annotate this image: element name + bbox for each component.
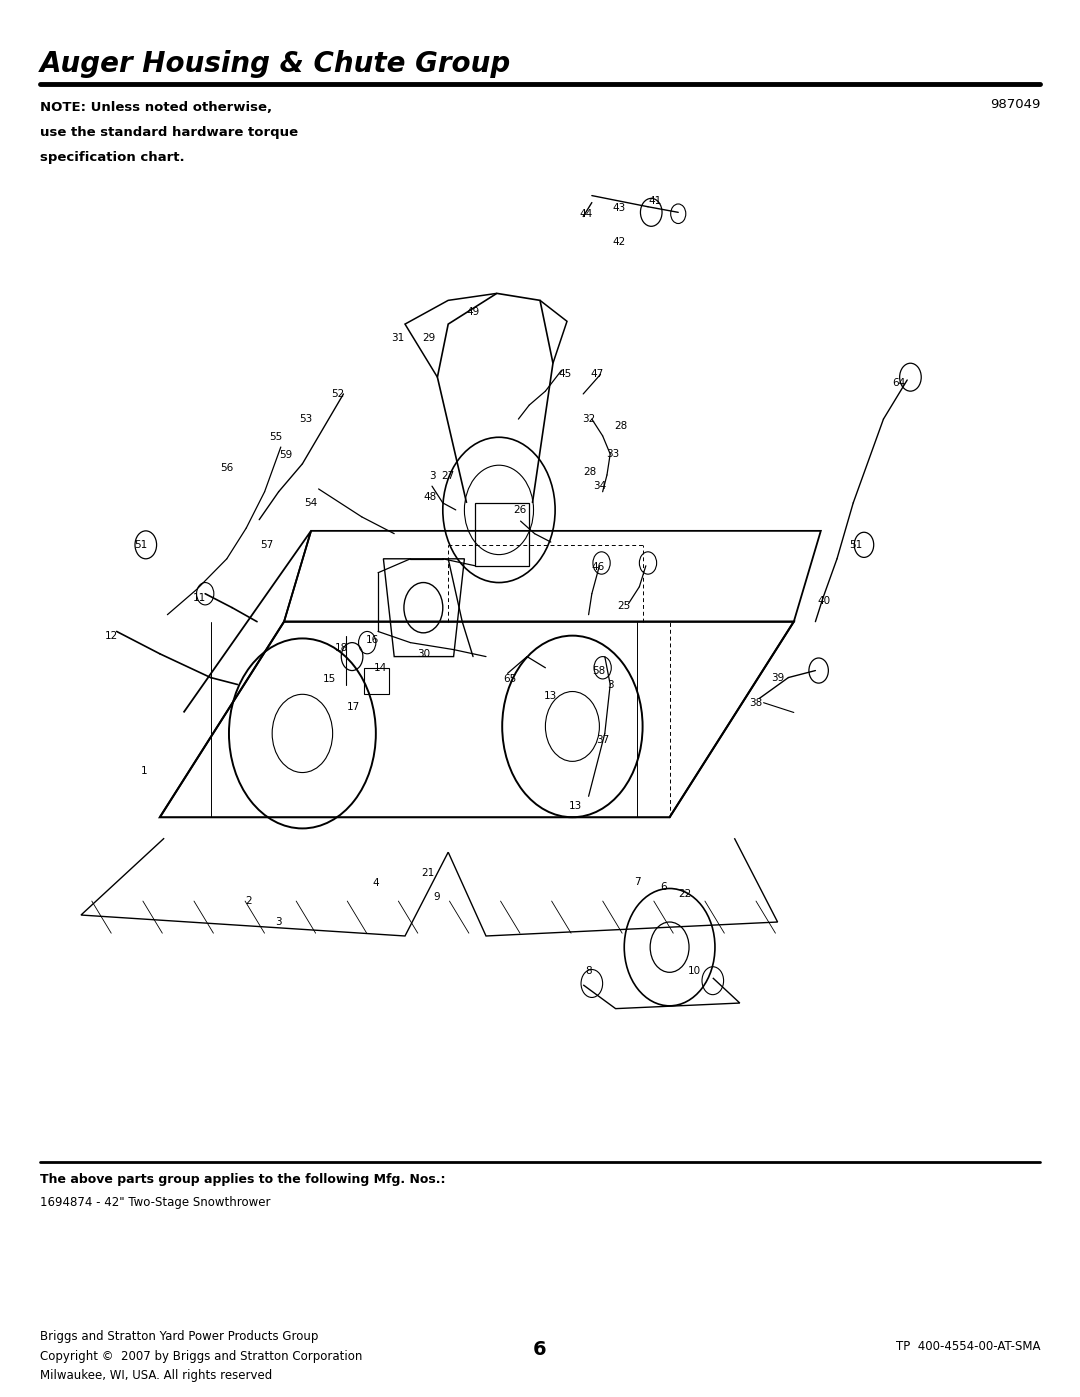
Text: specification chart.: specification chart. [40,151,185,163]
Text: 26: 26 [513,504,526,515]
Text: 38: 38 [750,697,762,708]
Text: 47: 47 [591,369,604,380]
Text: 29: 29 [422,332,435,344]
Text: 16: 16 [366,634,379,645]
Text: 40: 40 [818,595,831,606]
Text: 13: 13 [544,690,557,701]
Text: 6: 6 [660,882,666,893]
Text: 21: 21 [421,868,434,879]
Text: 34: 34 [593,481,606,492]
Text: 17: 17 [347,701,360,712]
Text: 25: 25 [618,601,631,612]
Text: 51: 51 [134,539,147,550]
Text: 28: 28 [583,467,596,478]
Text: 55: 55 [269,432,282,443]
Text: 43: 43 [612,203,625,214]
Text: 37: 37 [596,735,609,746]
Text: 65: 65 [503,673,516,685]
Text: 13: 13 [569,800,582,812]
Text: 58: 58 [592,665,605,676]
Text: 22: 22 [678,888,691,900]
Text: NOTE: Unless noted otherwise,: NOTE: Unless noted otherwise, [40,101,272,113]
Text: 3: 3 [429,471,435,482]
Text: 53: 53 [299,414,312,425]
Text: 1: 1 [140,766,147,777]
Text: 33: 33 [606,448,619,460]
Text: 54: 54 [305,497,318,509]
Text: 44: 44 [580,208,593,219]
Text: 30: 30 [417,648,430,659]
Text: 57: 57 [260,539,273,550]
Text: 39: 39 [771,672,784,683]
Text: 42: 42 [612,236,625,247]
Text: 987049: 987049 [989,98,1040,110]
Text: 7: 7 [634,876,640,887]
Text: 18: 18 [335,643,348,654]
Text: 51: 51 [849,539,862,550]
Text: 49: 49 [467,306,480,317]
Text: use the standard hardware torque: use the standard hardware torque [40,126,298,138]
Text: 48: 48 [423,492,436,503]
Text: 31: 31 [391,332,404,344]
Text: 15: 15 [323,673,336,685]
Text: 52: 52 [332,388,345,400]
Text: 41: 41 [649,196,662,207]
Text: Copyright ©  2007 by Briggs and Stratton Corporation: Copyright © 2007 by Briggs and Stratton … [40,1350,362,1362]
Text: 64: 64 [892,377,905,388]
Text: 14: 14 [374,662,387,673]
Text: 3: 3 [275,916,282,928]
Text: The above parts group applies to the following Mfg. Nos.:: The above parts group applies to the fol… [40,1173,445,1186]
Text: 59: 59 [280,450,293,461]
Text: TP  400-4554-00-AT-SMA: TP 400-4554-00-AT-SMA [895,1340,1040,1352]
Text: 12: 12 [105,630,118,641]
Text: 1694874 - 42" Two-Stage Snowthrower: 1694874 - 42" Two-Stage Snowthrower [40,1196,270,1208]
Text: 4: 4 [373,877,379,888]
Text: 10: 10 [688,965,701,977]
Text: 2: 2 [245,895,252,907]
Text: 45: 45 [558,369,571,380]
Text: 6: 6 [534,1340,546,1359]
Text: 46: 46 [592,562,605,573]
Text: Auger Housing & Chute Group: Auger Housing & Chute Group [40,50,511,78]
Text: 3: 3 [607,679,613,690]
Text: 8: 8 [585,965,592,977]
Text: 11: 11 [193,592,206,604]
Text: 9: 9 [433,891,440,902]
Text: 27: 27 [442,471,455,482]
Text: 32: 32 [582,414,595,425]
Text: 56: 56 [220,462,233,474]
Text: Milwaukee, WI, USA. All rights reserved: Milwaukee, WI, USA. All rights reserved [40,1369,272,1382]
Text: Briggs and Stratton Yard Power Products Group: Briggs and Stratton Yard Power Products … [40,1330,319,1343]
Text: 28: 28 [615,420,627,432]
